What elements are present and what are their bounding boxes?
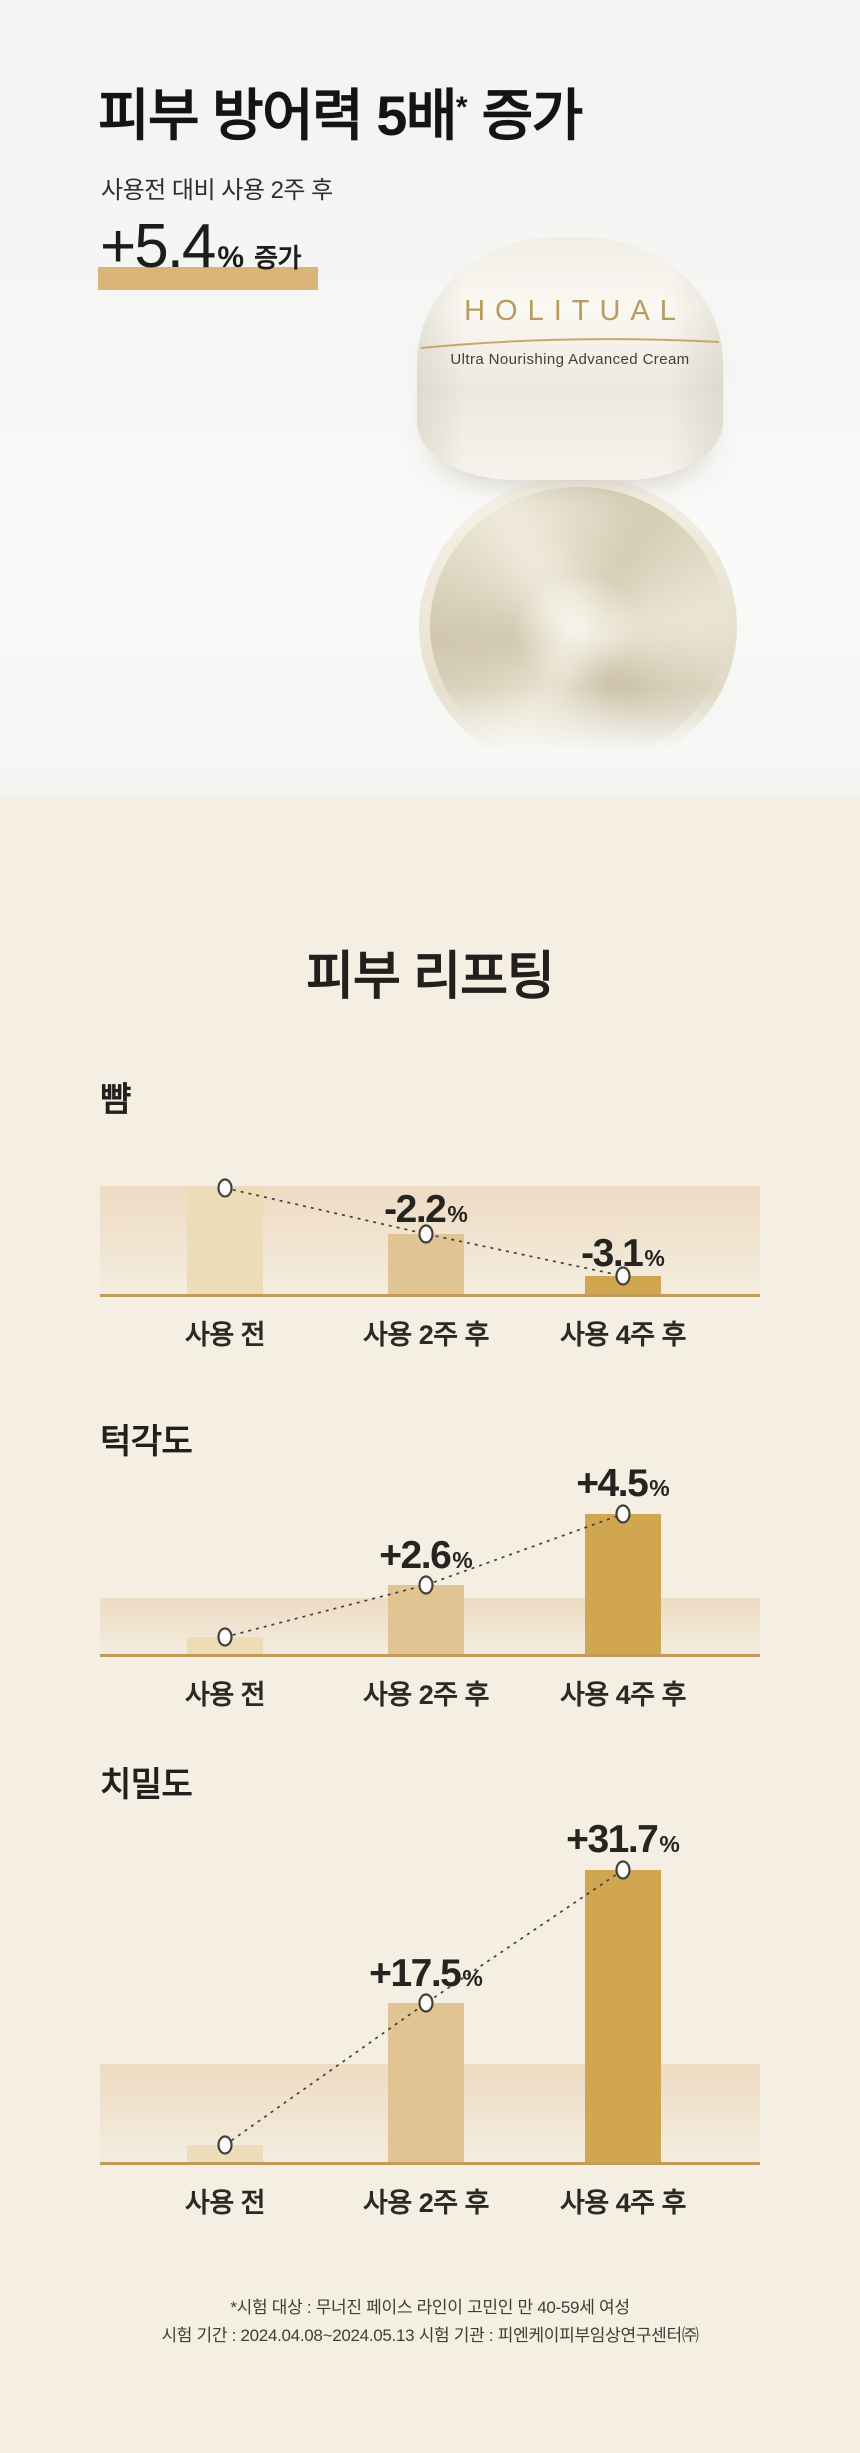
chart-jawline-title: 턱각도 [100,1423,193,1461]
chart-density-value-week4: +31.7% [566,1818,680,1861]
footnote-test-subjects: *시험 대상 : 무너진 페이스 라인이 고민인 만 40-59세 여성 [230,2298,630,2317]
stat-text: +5.4% 증가 [100,216,301,278]
stat-highlight-band [98,267,318,290]
chart-density-bar-week4 [585,1870,661,2162]
hero-title-asterisk: * [455,91,468,124]
chart-density-xlabel-week4: 사용 4주 후 [560,2188,686,2218]
chart-density-bar-before [187,2145,263,2162]
hero-title-tail: 증가 [467,84,584,147]
chart-jawline-xlabel-week2: 사용 2주 후 [363,1680,489,1710]
chart-density-value-week2: +17.5% [369,1952,483,1995]
brand-name: HOLITUAL [464,295,686,327]
chart-jawline-baseline [100,1654,760,1657]
chart-density-bar-week2 [388,2003,464,2162]
footnotes: *시험 대상 : 무너진 페이스 라인이 고민인 만 40-59세 여성 시험 … [0,2294,860,2350]
chart-jawline-bar-week2 [388,1585,464,1654]
chart-density-baseline [100,2162,760,2165]
photo-bottom-fade [0,688,860,797]
chart-cheek-title: 뺨 [100,1081,131,1119]
chart-density-xlabel-week2: 사용 2주 후 [363,2188,489,2218]
chart-jawline-value-week4: +4.5% [576,1462,670,1505]
gold-line [420,338,720,349]
hero-title-main: 피부 방어력 5배 [98,84,457,147]
chart-cheek-bar-week2 [388,1234,464,1294]
section-title: 피부 리프팅 [306,948,555,1006]
stat-value: +5.4 [100,212,216,281]
chart-jawline-value-week2: +2.6% [379,1534,473,1577]
chart-jawline-xlabel-week4: 사용 4주 후 [560,1680,686,1710]
chart-cheek-value-week4: -3.1% [581,1232,665,1275]
chart-jawline-xlabel-before: 사용 전 [184,1680,266,1710]
chart-density-xlabel-before: 사용 전 [184,2188,266,2218]
hero-subtitle: 사용전 대비 사용 2주 후 [101,177,333,204]
product-jar-cap: HOLITUAL Ultra Nourishing Advanced Cream [417,237,723,480]
chart-cheek-xlabel-before: 사용 전 [184,1320,266,1350]
stat-suffix: 증가 [254,243,301,273]
stat-block: +5.4% 증가 [98,216,318,296]
chart-jawline-bar-before [187,1637,263,1654]
chart-density-title: 치밀도 [100,1766,193,1804]
chart-cheek-bar-week4 [585,1276,661,1294]
chart-cheek-bar-before [187,1188,263,1294]
chart-jawline-bar-week4 [585,1514,661,1654]
chart-cheek-value-week2: -2.2% [384,1188,468,1231]
footnote-test-period: 시험 기간 : 2024.04.08~2024.05.13 시험 기관 : 피엔… [161,2326,699,2345]
hero-section: 피부 방어력 5배* 증가 사용전 대비 사용 2주 후 +5.4% 증가 HOL… [0,0,860,797]
stat-percent-sign: % [217,241,245,274]
chart-cheek-xlabel-week2: 사용 2주 후 [363,1320,489,1350]
chart-cheek-xlabel-week4: 사용 4주 후 [560,1320,686,1350]
hero-title: 피부 방어력 5배* 증가 [98,84,584,148]
chart-cheek-baseline [100,1294,760,1297]
product-name: Ultra Nourishing Advanced Cream [450,351,690,368]
